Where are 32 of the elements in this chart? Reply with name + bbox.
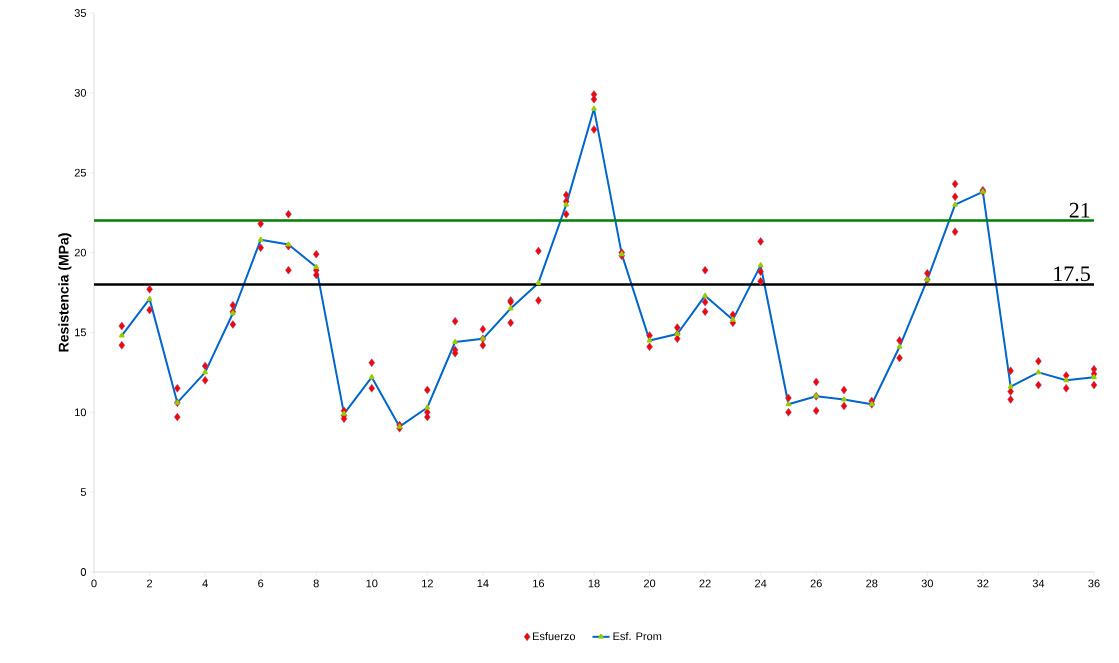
y-tick-label: 0	[80, 568, 87, 576]
x-tick-label: 30	[921, 579, 933, 588]
x-tick-label: 36	[1088, 579, 1100, 588]
x-tick-label: 6	[258, 579, 264, 588]
x-tick-label: 32	[977, 579, 989, 588]
x-tick-label: 12	[422, 579, 433, 588]
y-tick-label: 35	[74, 9, 86, 17]
x-tick-label: 4	[202, 579, 208, 588]
y-tick-label: 10	[75, 408, 87, 417]
x-tick-label: 0	[91, 579, 97, 588]
y-tick-label: 25	[74, 168, 86, 177]
x-tick-label: 22	[699, 579, 711, 588]
x-tick-label: 26	[810, 579, 822, 588]
legend-label: Esf. Prom	[613, 632, 662, 641]
legend-label: Esfuerzo	[533, 632, 576, 641]
y-tick-label: 30	[74, 88, 87, 97]
annotation: 21	[1069, 202, 1090, 218]
x-tick-label: 18	[588, 579, 600, 588]
x-tick-label: 16	[533, 579, 545, 588]
annotation: 17.5	[1054, 266, 1090, 282]
x-tick-label: 8	[313, 579, 319, 588]
x-tick-label: 14	[477, 579, 489, 588]
x-tick-label: 28	[866, 579, 878, 588]
y-tick-label: 5	[80, 488, 86, 496]
x-tick-label: 20	[643, 579, 656, 588]
x-tick-label: 2	[147, 579, 153, 588]
x-tick-label: 34	[1032, 579, 1045, 588]
y-axis-title: Resistencia (MPa)	[58, 233, 72, 352]
y-tick-label: 15	[75, 328, 86, 337]
x-tick-label: 10	[366, 579, 378, 588]
y-tick-label: 20	[74, 248, 87, 257]
x-tick-label: 24	[755, 579, 767, 588]
